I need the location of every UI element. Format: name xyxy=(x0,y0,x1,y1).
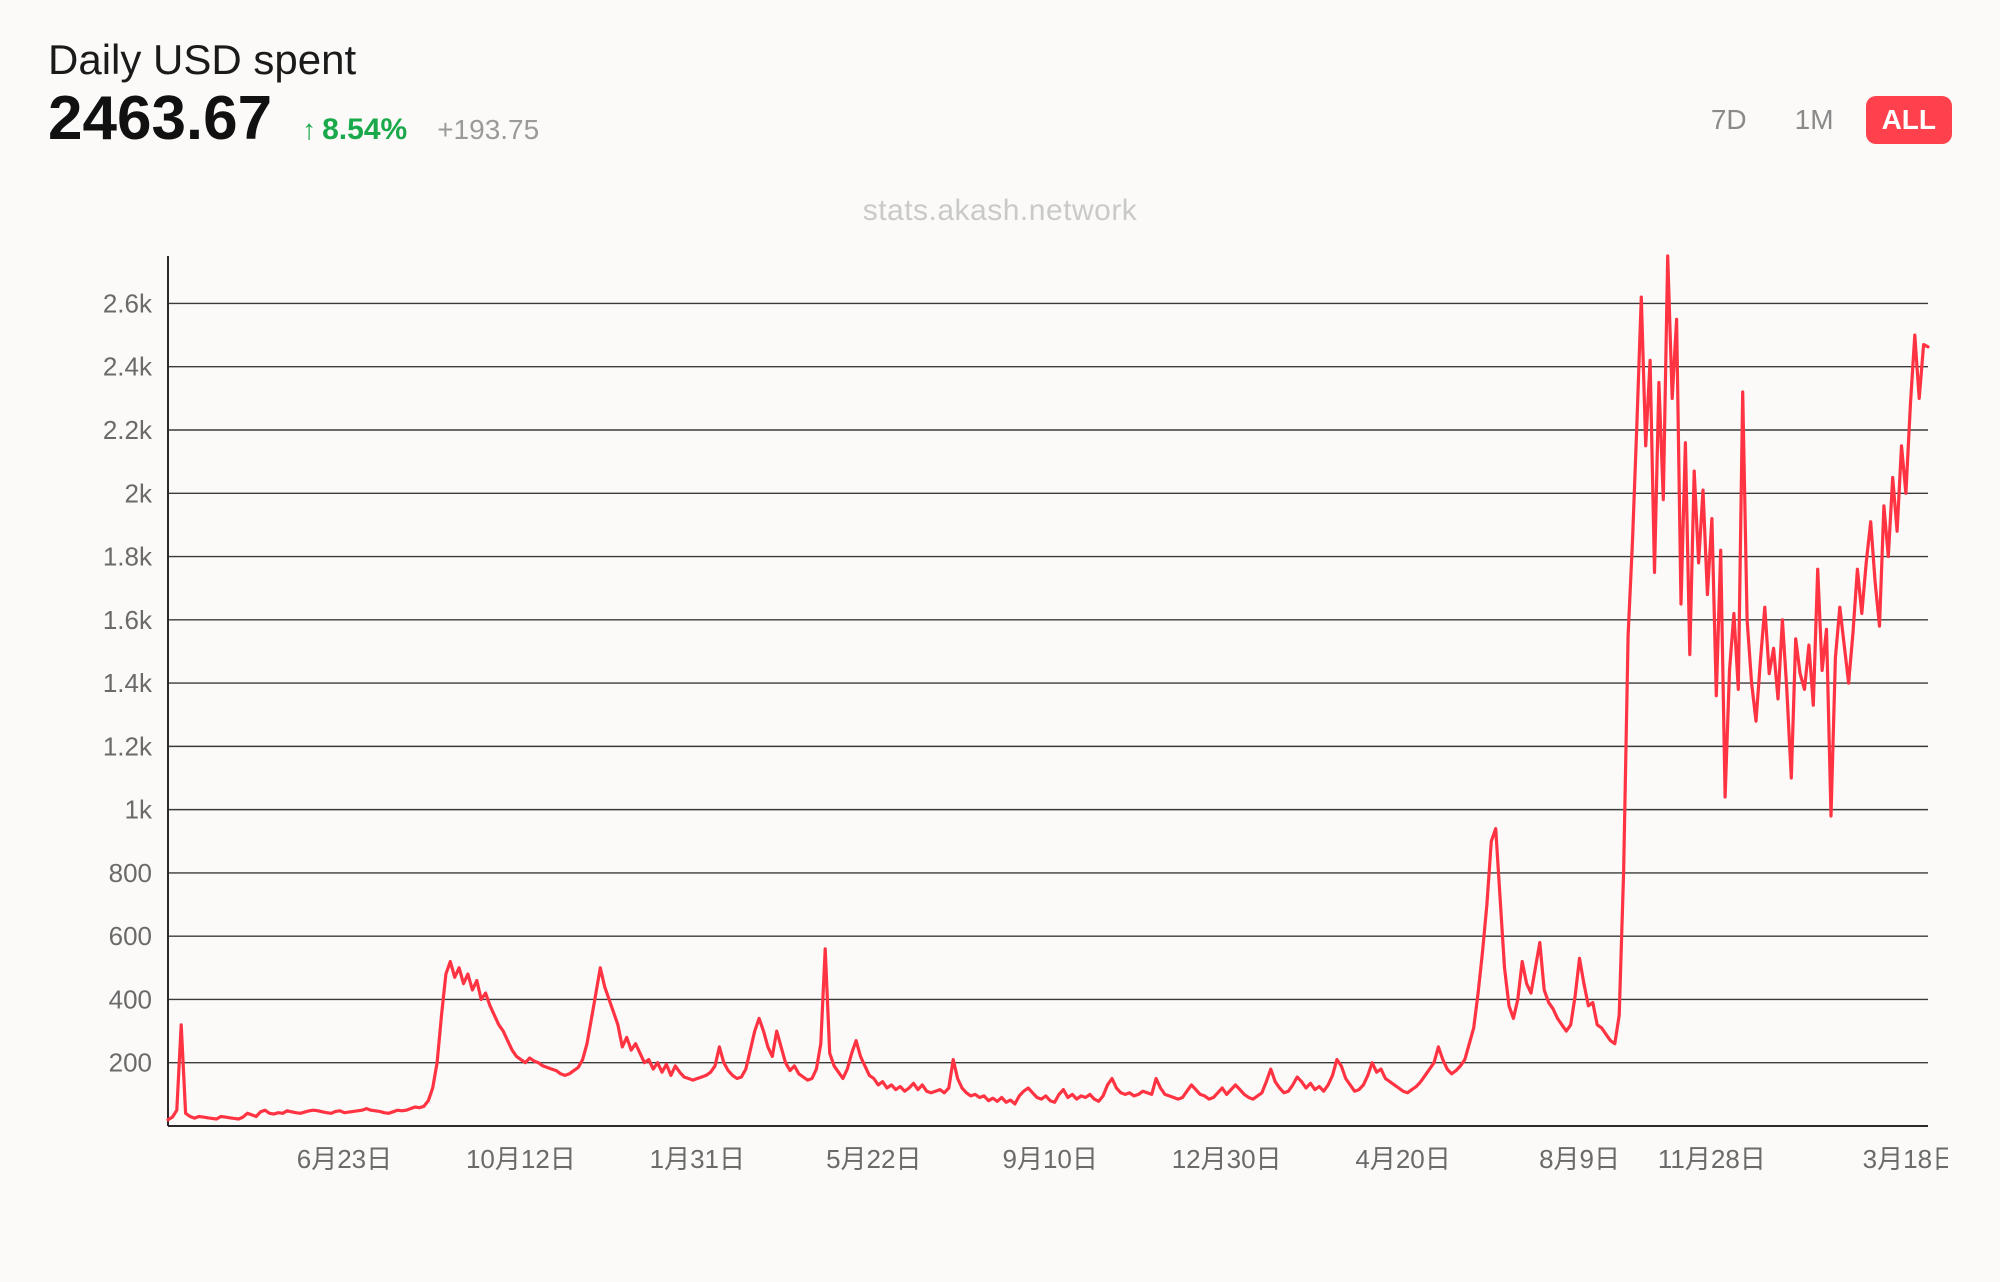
svg-text:2.2k: 2.2k xyxy=(103,415,153,445)
range-btn-1m[interactable]: 1M xyxy=(1779,96,1850,144)
range-btn-all[interactable]: ALL xyxy=(1866,96,1952,144)
range-btn-7d[interactable]: 7D xyxy=(1695,96,1763,144)
svg-text:6月23日: 6月23日 xyxy=(297,1144,392,1174)
svg-text:4月20日: 4月20日 xyxy=(1355,1144,1450,1174)
svg-text:9月10日: 9月10日 xyxy=(1003,1144,1098,1174)
watermark: stats.akash.network xyxy=(48,194,1952,228)
pct-change-value: 8.54% xyxy=(322,113,407,147)
svg-text:400: 400 xyxy=(109,984,152,1014)
svg-text:3月18日: 3月18日 xyxy=(1863,1144,1948,1174)
range-selector: 7D 1M ALL xyxy=(1695,96,1952,144)
svg-text:1.8k: 1.8k xyxy=(103,542,153,572)
svg-text:5月22日: 5月22日 xyxy=(826,1144,921,1174)
svg-text:1.6k: 1.6k xyxy=(103,605,153,635)
pct-change: ↑ 8.54% xyxy=(302,113,407,147)
svg-text:2k: 2k xyxy=(125,478,153,508)
svg-text:2.6k: 2.6k xyxy=(103,288,153,318)
abs-change: +193.75 xyxy=(437,114,539,146)
svg-text:8月9日: 8月9日 xyxy=(1539,1144,1620,1174)
arrow-up-icon: ↑ xyxy=(302,116,316,144)
svg-text:1.2k: 1.2k xyxy=(103,731,153,761)
svg-text:2.4k: 2.4k xyxy=(103,352,153,382)
svg-text:1k: 1k xyxy=(125,795,153,825)
svg-text:10月12日: 10月12日 xyxy=(466,1144,576,1174)
current-value: 2463.67 xyxy=(48,88,272,150)
svg-text:12月30日: 12月30日 xyxy=(1172,1144,1282,1174)
chart-title: Daily USD spent xyxy=(48,36,539,84)
svg-text:11月28日: 11月28日 xyxy=(1658,1144,1766,1174)
chart: 200 400 600 800 1k 1.2k 1.4k 1.6k 1.8k 2k 2.2k 2.4k… xyxy=(48,236,1952,1196)
svg-text:200: 200 xyxy=(109,1048,152,1078)
svg-text:600: 600 xyxy=(109,921,152,951)
svg-text:1月31日: 1月31日 xyxy=(650,1144,745,1174)
svg-text:1.4k: 1.4k xyxy=(103,668,153,698)
line-chart-svg: 200 400 600 800 1k 1.2k 1.4k 1.6k 1.8k 2k 2.2k 2.4k… xyxy=(48,236,1948,1196)
svg-text:800: 800 xyxy=(109,858,152,888)
